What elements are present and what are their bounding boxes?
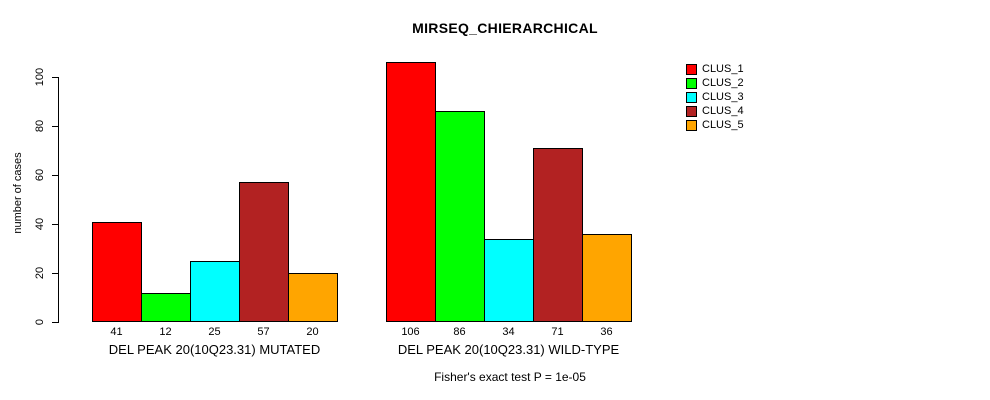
bar-value-label: 86 (453, 326, 466, 338)
bar-clus_5-group1 (288, 273, 338, 322)
y-tick-mark (52, 77, 58, 78)
y-tick-label: 60 (34, 168, 46, 182)
legend-item-clus_4: CLUS_4 (686, 104, 744, 118)
y-tick-mark (52, 224, 58, 225)
legend-swatch-icon (686, 105, 697, 117)
bar-clus_1-group2 (386, 62, 436, 322)
legend-swatch-icon (686, 91, 697, 103)
legend-swatch-icon (686, 77, 697, 89)
group-label: DEL PEAK 20(10Q23.31) MUTATED (108, 342, 321, 357)
legend-swatch-icon (686, 63, 697, 75)
chart-title: MIRSEQ_CHIERARCHICAL (412, 20, 598, 36)
legend-label: CLUS_5 (702, 119, 744, 131)
bar-clus_3-group2 (484, 239, 534, 322)
legend-label: CLUS_2 (702, 77, 744, 89)
legend-label: CLUS_1 (702, 63, 744, 75)
group-label: DEL PEAK 20(10Q23.31) WILD-TYPE (397, 342, 620, 357)
bar-value-label: 36 (600, 326, 613, 338)
bar-value-label: 57 (257, 326, 270, 338)
bar-value-label: 34 (502, 326, 515, 338)
bar-value-label: 106 (401, 326, 420, 338)
y-tick-label: 40 (34, 217, 46, 231)
bar-clus_1-group1 (92, 222, 142, 322)
bar-value-label: 25 (208, 326, 221, 338)
bar-clus_2-group2 (435, 111, 485, 322)
legend-swatch-icon (686, 119, 697, 131)
y-tick-label: 20 (34, 266, 46, 280)
bar-clus_3-group1 (190, 261, 240, 322)
bar-clus_2-group1 (141, 293, 191, 322)
bar-value-label: 71 (551, 326, 564, 338)
legend-label: CLUS_4 (702, 105, 744, 117)
y-tick-mark (52, 126, 58, 127)
bar-value-label: 20 (306, 326, 319, 338)
y-tick-label: 0 (34, 318, 46, 326)
bar-clus_4-group2 (533, 148, 583, 322)
bar-value-label: 41 (110, 326, 123, 338)
y-tick-label: 80 (34, 119, 46, 133)
y-tick-mark (52, 175, 58, 176)
y-tick-mark (52, 273, 58, 274)
legend-item-clus_5: CLUS_5 (686, 118, 744, 132)
bar-value-label: 12 (159, 326, 172, 338)
legend-item-clus_1: CLUS_1 (686, 62, 744, 76)
y-tick-mark (52, 322, 58, 323)
fisher-test-annotation: Fisher's exact test P = 1e-05 (434, 370, 586, 384)
y-axis-line (58, 77, 59, 323)
legend-item-clus_2: CLUS_2 (686, 76, 744, 90)
legend-label: CLUS_3 (702, 91, 744, 103)
bar-clus_5-group2 (582, 234, 632, 322)
legend-item-clus_3: CLUS_3 (686, 90, 744, 104)
y-axis-title: number of cases (12, 152, 24, 234)
bar-clus_4-group1 (239, 182, 289, 322)
y-tick-label: 100 (34, 67, 46, 87)
